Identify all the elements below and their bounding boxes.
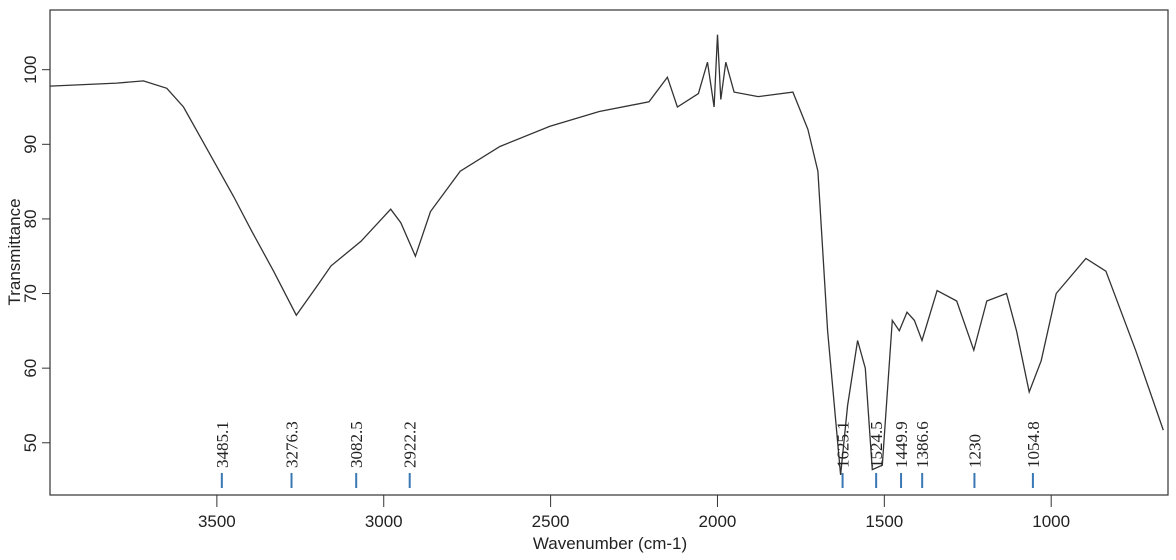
peak-label: 1386.6: [913, 421, 932, 468]
peak-label: 1625.1: [834, 421, 853, 468]
peak-label: 3276.3: [283, 421, 302, 468]
y-tick-label: 100: [21, 56, 40, 84]
x-tick-label: 2500: [532, 512, 570, 531]
x-axis-label: Wavenumber (cm-1): [533, 534, 687, 553]
peak-label: 1230: [965, 434, 984, 468]
plot-frame: [49, 9, 1169, 496]
x-tick-label: 1500: [865, 512, 903, 531]
y-tick-label: 70: [21, 284, 40, 303]
peak-label: 1054.8: [1024, 421, 1043, 468]
peak-label: 3485.1: [213, 421, 232, 468]
peak-label: 2922.2: [401, 421, 420, 468]
peak-label: 1449.9: [892, 421, 911, 468]
x-tick-label: 2000: [699, 512, 737, 531]
x-tick-label: 3500: [198, 512, 236, 531]
y-tick-label: 90: [21, 135, 40, 154]
x-tick-label: 1000: [1032, 512, 1070, 531]
spectrum-line: [49, 34, 1164, 475]
x-tick-label: 3000: [365, 512, 403, 531]
y-tick-label: 60: [21, 359, 40, 378]
y-axis-label: Transmittance: [5, 198, 24, 305]
peak-label: 1524.5: [867, 421, 886, 468]
y-tick-label: 50: [21, 433, 40, 452]
y-tick-label: 80: [21, 209, 40, 228]
peak-label: 3082.5: [347, 421, 366, 468]
